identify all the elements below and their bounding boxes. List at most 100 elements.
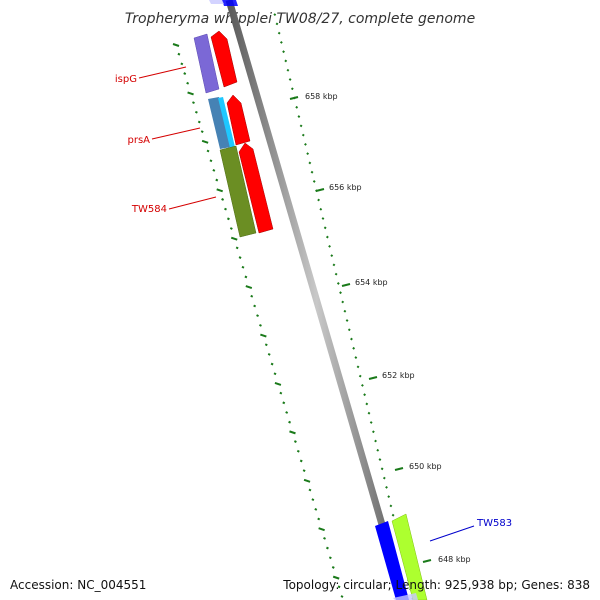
ruler-dot <box>310 170 314 174</box>
inner-ruler-dot <box>209 159 213 163</box>
ruler-dot <box>380 467 384 471</box>
ruler-dot <box>345 319 349 322</box>
inner-ruler-dot <box>318 527 325 532</box>
ruler-dot <box>275 22 279 26</box>
ruler-dot <box>347 328 351 332</box>
ruler-dot <box>279 41 283 44</box>
inner-ruler-dot <box>229 227 233 230</box>
ruler-dot <box>389 504 393 508</box>
inner-ruler-dot <box>340 595 344 598</box>
inner-ruler-dot <box>241 265 245 269</box>
inner-ruler-dot <box>216 188 224 193</box>
feature-bottom-stub <box>393 593 418 600</box>
inner-ruler-dot <box>264 343 268 347</box>
inner-ruler-dot <box>332 575 340 580</box>
ruler-dot <box>317 198 321 202</box>
tick-label-650: 650 kbp <box>409 462 442 471</box>
gene-top-stub <box>222 0 238 6</box>
ruler-dot <box>312 180 316 183</box>
inner-ruler-dot <box>200 130 204 134</box>
inner-ruler-dot <box>256 314 259 318</box>
label-TW584: TW584 <box>131 196 217 215</box>
ruler-dot <box>319 207 323 211</box>
inner-ruler-dot <box>288 420 292 424</box>
ruler-dot <box>288 78 292 81</box>
ruler-dot <box>334 272 338 276</box>
ruler-dot <box>273 13 277 17</box>
ruler-dot <box>371 430 375 434</box>
tick-648: 648 kbp <box>422 555 471 564</box>
inner-ruler-dot <box>270 362 274 366</box>
inner-ruler-dot <box>238 256 242 259</box>
gene-label-prsA: prsA <box>127 135 150 146</box>
inner-ruler-dot <box>337 585 341 589</box>
ruler-dot <box>297 115 301 118</box>
ruler-dot <box>286 68 290 72</box>
tick-label-656: 656 kbp <box>329 183 362 192</box>
inner-ruler-dot <box>260 333 267 338</box>
inner-ruler-dot <box>296 449 300 453</box>
ruler-dot <box>308 161 312 165</box>
inner-ruler-dot <box>230 236 238 241</box>
inner-ruler-dot <box>201 139 209 144</box>
inner-ruler-dot <box>331 566 335 569</box>
ruler-dot <box>299 124 303 128</box>
inner-ruler-dot <box>317 517 321 521</box>
ruler-dot <box>374 439 377 443</box>
gene-label-TW583: TW583 <box>476 518 512 529</box>
ruler-dot <box>323 226 327 230</box>
ruler-dot <box>385 485 388 489</box>
inner-ruler-dot <box>328 556 332 560</box>
inner-ruler-dot <box>183 72 187 75</box>
ruler-dot <box>367 411 371 415</box>
tick-label-648: 648 kbp <box>438 555 471 564</box>
ruler-dot <box>376 448 380 452</box>
label-TW583: TW583 <box>429 518 512 542</box>
ruler-dot <box>369 421 373 424</box>
inner-ruler-dot <box>245 285 253 290</box>
ruler-dot <box>363 393 367 397</box>
ruler-dot <box>350 337 353 341</box>
ruler-dot <box>321 217 325 220</box>
feature-ispG <box>193 33 220 94</box>
inner-ruler-dot <box>314 507 318 511</box>
ruler-dot <box>341 300 345 304</box>
ruler-dot <box>328 244 331 248</box>
ruler-dot <box>304 142 307 146</box>
ruler-dot <box>343 309 347 313</box>
ruler-dot <box>378 458 382 461</box>
inner-ruler-dot <box>172 43 180 47</box>
gene-label-TW584: TW584 <box>131 204 167 215</box>
ruler-dot <box>356 365 360 369</box>
inner-ruler-dot <box>282 401 286 405</box>
inner-ruler-dot <box>273 372 277 376</box>
ruler-dot <box>336 282 340 285</box>
tick-654: 654 kbp <box>341 278 388 287</box>
feature-prsA-2 <box>218 97 235 148</box>
accession-text: Accession: NC_004551 <box>10 578 147 592</box>
inner-ruler-dot <box>253 304 257 308</box>
tick-652: 652 kbp <box>368 371 415 380</box>
inner-ruler-dot <box>274 381 282 386</box>
ruler-dot <box>332 263 336 267</box>
inner-ruler-dot <box>177 52 181 56</box>
ruler-dot <box>354 356 358 359</box>
tick-650: 650 kbp <box>394 462 442 471</box>
ruler-dot <box>282 50 285 54</box>
gene-prsA-arrow <box>226 94 251 146</box>
tick-658: 658 kbp <box>289 92 338 101</box>
inner-ruler-dot <box>325 546 329 550</box>
gene-label-ispG: ispG <box>115 74 137 85</box>
ruler-dot <box>284 59 288 63</box>
ruler-dot <box>361 383 364 387</box>
ruler-dot <box>387 495 391 499</box>
feature-TW583 <box>391 513 428 600</box>
tick-label-658: 658 kbp <box>305 92 338 101</box>
inner-ruler-dot <box>289 430 296 435</box>
tick-label-654: 654 kbp <box>355 278 388 287</box>
inner-ruler-dot <box>299 459 303 463</box>
tick-label-652: 652 kbp <box>382 371 415 380</box>
tick-656: 656 kbp <box>315 183 362 192</box>
ruler-dot <box>325 235 329 239</box>
